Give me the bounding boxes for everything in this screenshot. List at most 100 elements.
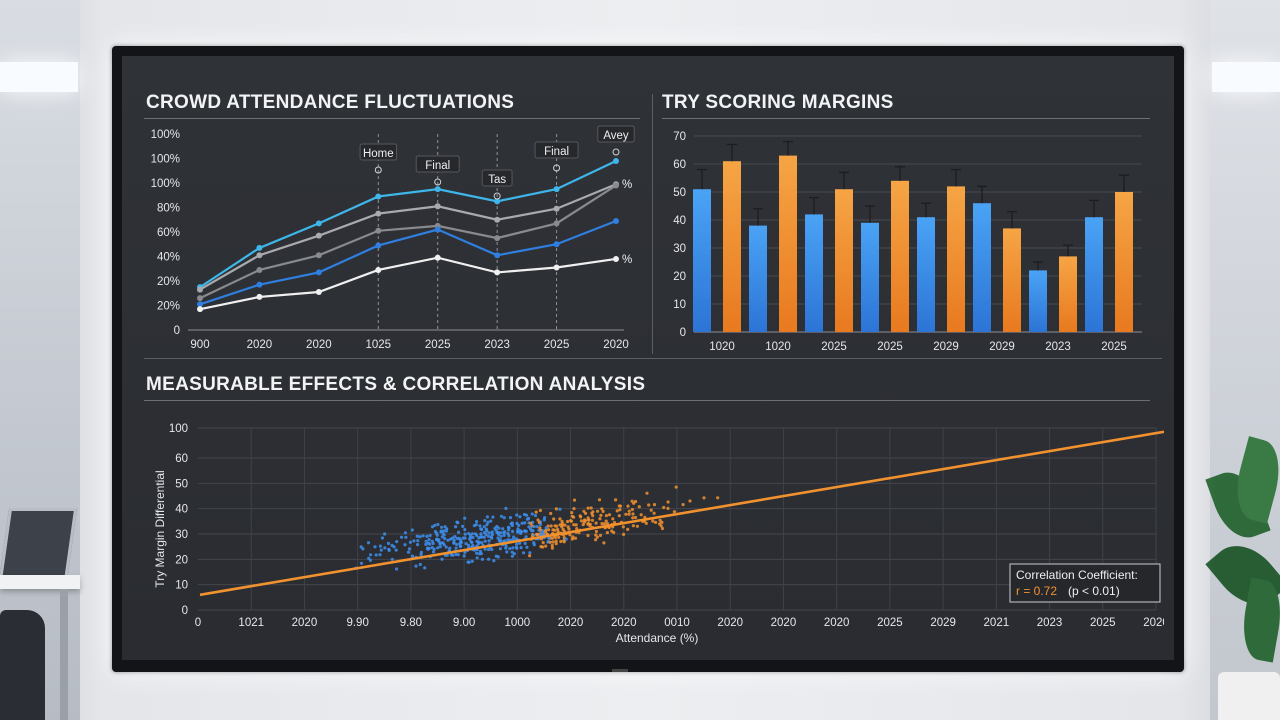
y-tick-label: 10 bbox=[673, 299, 686, 311]
scatter-point bbox=[440, 525, 444, 529]
scatter-point bbox=[459, 540, 463, 544]
x-tick-label: 2020 bbox=[306, 339, 332, 351]
x-tick-label: 2020 bbox=[611, 617, 637, 629]
scatter-point bbox=[555, 524, 559, 528]
scatter-point bbox=[458, 544, 462, 549]
scatter-point bbox=[615, 509, 619, 513]
scatter-point bbox=[549, 524, 553, 528]
scatter-point bbox=[489, 519, 493, 523]
x-tick-label: 2029 bbox=[930, 617, 956, 629]
scatter-point bbox=[651, 519, 655, 523]
bar bbox=[947, 186, 965, 332]
scatter-point bbox=[386, 541, 391, 545]
scatter-point bbox=[520, 521, 524, 525]
series-point bbox=[434, 203, 441, 210]
annotation-box bbox=[597, 125, 635, 143]
x-tick-label: 2020 bbox=[558, 617, 584, 629]
annotation-label: Final bbox=[544, 146, 569, 158]
scatter-point bbox=[510, 554, 514, 558]
x-tick-label: 2020 bbox=[717, 617, 743, 629]
scatter-point bbox=[547, 536, 551, 540]
series-point bbox=[315, 269, 322, 276]
scatter-point bbox=[463, 516, 467, 520]
scatter-point bbox=[387, 548, 391, 552]
scatter-point bbox=[425, 534, 429, 538]
correlation-p-value: (p < 0.01) bbox=[1068, 584, 1120, 598]
x-tick-label: 1020 bbox=[709, 341, 735, 352]
scatter-point bbox=[635, 524, 639, 528]
scatter-point bbox=[605, 531, 609, 535]
scatter-point bbox=[631, 516, 635, 520]
x-tick-label: 1025 bbox=[365, 339, 391, 351]
scatter-point bbox=[424, 539, 428, 543]
scatter-point bbox=[659, 524, 663, 528]
scatter-point bbox=[524, 535, 528, 539]
scatter-point bbox=[410, 528, 414, 532]
scatter-point bbox=[536, 518, 540, 522]
scatter-point bbox=[373, 545, 377, 549]
scatter-point bbox=[464, 542, 468, 546]
correlation-title: MEASURABLE EFFECTS & CORRELATION ANALYSI… bbox=[146, 374, 646, 395]
scatter-point bbox=[483, 519, 487, 523]
scatter-point bbox=[562, 540, 566, 544]
scatter-point bbox=[604, 519, 608, 523]
x-tick-label: 9.00 bbox=[453, 617, 475, 629]
x-tick-label: 2020 bbox=[292, 617, 318, 629]
scatter-point bbox=[579, 519, 584, 523]
series-point bbox=[434, 226, 441, 233]
series-end-label: % bbox=[622, 179, 632, 191]
display-indicator bbox=[612, 669, 628, 672]
scatter-point bbox=[394, 548, 398, 552]
scatter-point bbox=[568, 533, 572, 537]
scatter-point bbox=[467, 560, 471, 564]
scatter-point bbox=[431, 550, 436, 554]
scatter-point bbox=[515, 513, 519, 517]
scatter-point bbox=[470, 559, 474, 563]
panel-divider-vertical bbox=[652, 94, 653, 354]
scatter-point bbox=[516, 527, 520, 531]
scatter-point bbox=[491, 515, 495, 519]
scatter-point bbox=[558, 517, 562, 521]
scatter-point bbox=[475, 551, 479, 555]
scatter-point bbox=[550, 536, 554, 540]
series-point bbox=[494, 235, 501, 242]
scatter-point bbox=[407, 547, 412, 551]
scatter-point bbox=[522, 551, 526, 555]
bar bbox=[835, 189, 853, 332]
scatter-point bbox=[581, 523, 585, 527]
scatter-point bbox=[463, 532, 467, 536]
dashboard-screen: CROWD ATTENDANCE FLUCTUATIONS 0 20% 20% 40%… bbox=[122, 56, 1174, 660]
scatter-point bbox=[480, 557, 484, 561]
scatter-point bbox=[541, 541, 545, 545]
scatter-point bbox=[598, 533, 603, 537]
scatter-point bbox=[512, 535, 516, 539]
scatter-point bbox=[512, 552, 516, 556]
scatter-point bbox=[503, 539, 507, 543]
bar bbox=[861, 222, 879, 332]
series-point bbox=[315, 220, 322, 227]
scatter-point bbox=[442, 543, 446, 547]
annotation-marker bbox=[493, 192, 501, 200]
scatter-point bbox=[547, 528, 551, 532]
x-tick-label: 2025 bbox=[1101, 341, 1127, 352]
scatter-point bbox=[478, 524, 482, 528]
scatter-point bbox=[477, 536, 481, 540]
series-point bbox=[553, 186, 560, 193]
scatter-point bbox=[424, 542, 428, 546]
y-tick-label: 30 bbox=[673, 243, 686, 255]
bar bbox=[1085, 217, 1103, 332]
scatter-point bbox=[626, 504, 630, 508]
scatter-point bbox=[498, 547, 502, 551]
scatter-point bbox=[569, 519, 573, 523]
scatter-point bbox=[480, 541, 484, 545]
series-point bbox=[375, 210, 382, 217]
scatter-point bbox=[395, 540, 399, 544]
series-point bbox=[375, 193, 382, 200]
scatter-point bbox=[525, 517, 529, 521]
bar bbox=[1003, 228, 1021, 332]
scatter-point bbox=[548, 540, 552, 544]
scatter-point bbox=[588, 522, 592, 526]
scatter-point bbox=[660, 526, 665, 531]
scatter-point bbox=[479, 532, 483, 536]
y-tick-label: 20 bbox=[673, 271, 686, 283]
